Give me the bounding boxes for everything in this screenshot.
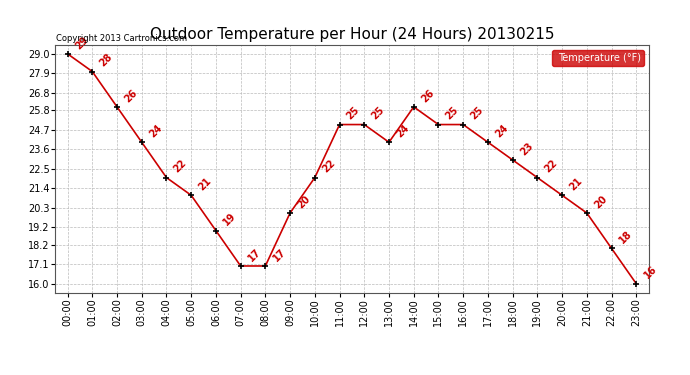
Text: 22: 22 [172, 158, 188, 175]
Text: 25: 25 [444, 105, 461, 122]
Text: 20: 20 [295, 194, 313, 210]
Text: 25: 25 [345, 105, 362, 122]
Text: 17: 17 [246, 247, 263, 263]
Title: Outdoor Temperature per Hour (24 Hours) 20130215: Outdoor Temperature per Hour (24 Hours) … [150, 27, 554, 42]
Text: 21: 21 [568, 176, 584, 192]
Text: 20: 20 [592, 194, 609, 210]
Legend: Temperature (°F): Temperature (°F) [552, 50, 644, 66]
Text: 18: 18 [617, 229, 634, 246]
Text: 19: 19 [221, 211, 238, 228]
Text: Copyright 2013 Cartronics.com: Copyright 2013 Cartronics.com [56, 33, 187, 42]
Text: 25: 25 [469, 105, 485, 122]
Text: 24: 24 [147, 123, 164, 140]
Text: 23: 23 [518, 141, 535, 157]
Text: 21: 21 [197, 176, 213, 192]
Text: 22: 22 [543, 158, 560, 175]
Text: 22: 22 [320, 158, 337, 175]
Text: 17: 17 [271, 247, 288, 263]
Text: 25: 25 [370, 105, 386, 122]
Text: 26: 26 [123, 87, 139, 104]
Text: 24: 24 [395, 123, 411, 140]
Text: 28: 28 [98, 52, 115, 69]
Text: 24: 24 [493, 123, 510, 140]
Text: 16: 16 [642, 264, 658, 281]
Text: 26: 26 [420, 87, 436, 104]
Text: 29: 29 [73, 34, 90, 51]
